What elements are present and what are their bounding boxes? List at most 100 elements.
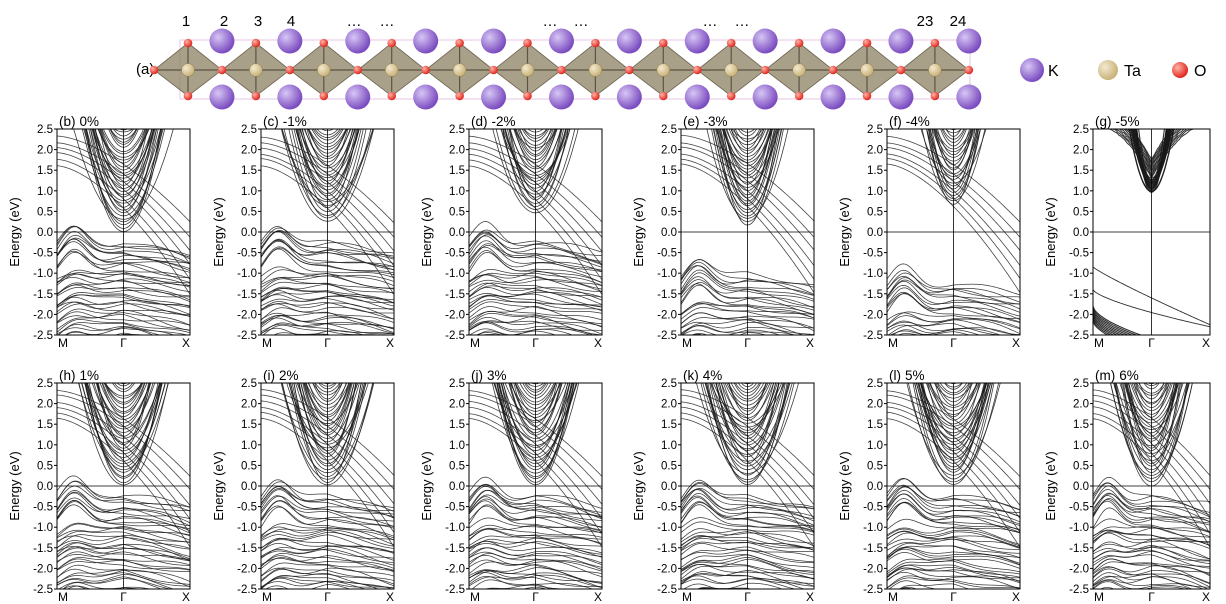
y-tick-label: -2.0	[863, 563, 883, 575]
panel-letter: (l)	[889, 368, 901, 383]
x-tick-label: M	[682, 336, 692, 350]
oxygen-atom	[930, 91, 940, 101]
y-tick-label: 0.0	[867, 227, 883, 239]
y-tick-label: 0.5	[1073, 206, 1089, 218]
y-axis-label: Energy (eV)	[419, 451, 434, 520]
potassium-atom	[277, 28, 303, 54]
y-tick-label: 1.0	[37, 186, 53, 198]
band-panel-m: -2.5 -2.0 -1.5 -1.0 -0.5 0.0 0.5 1.0 1.5 2.0 2.5 M Γ…	[1043, 368, 1211, 604]
site-label: 4	[287, 13, 295, 30]
y-tick-label: 0.5	[241, 460, 257, 472]
y-tick-label: -1.5	[863, 543, 883, 555]
strain-value: -5%	[1116, 114, 1140, 129]
oxygen-atom	[421, 65, 430, 75]
panel-letter: (e)	[683, 114, 700, 129]
band-line	[265, 585, 290, 589]
potassium-atom	[684, 84, 710, 110]
x-tick-label: M	[888, 336, 898, 350]
panel-label: (g) -5%	[1095, 114, 1140, 129]
y-tick-label: -0.5	[863, 502, 883, 514]
x-tick-label: M	[470, 590, 480, 604]
panel-label: (d) -2%	[471, 114, 516, 129]
y-tick-label: -1.0	[237, 522, 257, 534]
y-tick-label: -0.5	[657, 502, 677, 514]
y-tick-label: 1.5	[867, 419, 883, 431]
x-tick-label: Γ	[532, 590, 539, 604]
x-tick-label: M	[1094, 590, 1104, 604]
band-line	[1093, 310, 1130, 335]
oxygen-atom	[183, 38, 193, 48]
band-line	[1093, 305, 1143, 335]
x-tick-label: X	[182, 336, 190, 350]
band-panel-h: -2.5 -2.0 -1.5 -1.0 -0.5 0.0 0.5 1.0 1.5 2.0 2.5 M Γ…	[7, 368, 191, 604]
x-tick-label: X	[386, 336, 394, 350]
y-tick-label: -2.0	[237, 563, 257, 575]
y-tick-label: 0.0	[37, 481, 53, 493]
y-tick-label: -2.5	[445, 584, 465, 596]
panel-label: (f) -4%	[889, 114, 930, 129]
y-tick-label: -2.0	[445, 309, 465, 321]
x-tick-label: X	[806, 590, 814, 604]
y-tick-label: 0.0	[661, 227, 677, 239]
y-tick-label: -1.0	[445, 268, 465, 280]
y-tick-label: 1.5	[449, 165, 465, 177]
y-tick-label: -2.0	[657, 563, 677, 575]
potassium-atom	[888, 84, 914, 110]
y-tick-label: 1.0	[661, 440, 677, 452]
y-tick-label: 0.5	[449, 206, 465, 218]
panel-letter: (h)	[59, 368, 76, 383]
y-tick-label: 2.0	[449, 399, 465, 411]
x-tick-label: X	[386, 590, 394, 604]
site-label: …	[347, 13, 362, 30]
band-panel-j: -2.5 -2.0 -1.5 -1.0 -0.5 0.0 0.5 1.0 1.5 2.0 2.5 M Γ…	[419, 368, 603, 604]
potassium-atom	[345, 28, 371, 54]
y-tick-label: 1.5	[1073, 419, 1089, 431]
strain-value: 6%	[1119, 368, 1139, 383]
y-tick-label: 1.0	[241, 440, 257, 452]
band-line	[681, 351, 814, 367]
y-tick-label: 2.0	[37, 399, 53, 411]
tantalum-atom	[452, 63, 467, 77]
panel-label: (k) 4%	[683, 368, 722, 383]
band-panel-b: -2.5 -2.0 -1.5 -1.0 -0.5 0.0 0.5 1.0 1.5 2.0 2.5 M Γ…	[7, 114, 191, 350]
y-tick-label: -1.5	[237, 543, 257, 555]
oxygen-atom	[319, 38, 329, 48]
y-tick-label: 2.0	[449, 145, 465, 157]
panel-label: (h) 1%	[59, 368, 99, 383]
y-tick-label: -0.5	[445, 502, 465, 514]
x-tick-label: M	[470, 336, 480, 350]
tantalum-atom	[181, 63, 195, 77]
y-tick-label: -0.5	[1069, 248, 1089, 260]
y-tick-label: 1.5	[1073, 165, 1089, 177]
panel-letter: (d)	[471, 114, 488, 129]
y-axis-label: Energy (eV)	[211, 451, 226, 520]
y-tick-label: -0.5	[237, 502, 257, 514]
x-tick-label: Γ	[1148, 336, 1155, 350]
y-tick-label: 0.5	[241, 206, 257, 218]
y-tick-label: 1.5	[661, 165, 677, 177]
y-tick-label: 1.5	[449, 419, 465, 431]
y-tick-label: 0.0	[449, 227, 465, 239]
y-tick-label: -1.5	[1069, 543, 1089, 555]
x-tick-label: Γ	[324, 590, 331, 604]
potassium-atom	[209, 84, 235, 110]
strain-value: 5%	[905, 368, 925, 383]
y-tick-label: -1.5	[1069, 289, 1089, 301]
x-tick-label: X	[1012, 336, 1020, 350]
y-axis-label: Energy (eV)	[7, 451, 22, 520]
oxygen-atom	[794, 91, 804, 101]
y-tick-label: 1.5	[37, 165, 53, 177]
y-tick-label: 1.0	[37, 440, 53, 452]
y-tick-label: -1.0	[33, 522, 53, 534]
band-line	[485, 334, 500, 335]
y-tick-label: 0.0	[241, 481, 257, 493]
y-tick-label: -2.0	[445, 563, 465, 575]
x-tick-label: M	[58, 336, 68, 350]
y-tick-label: 1.0	[867, 440, 883, 452]
panel-label: (m) 6%	[1095, 368, 1139, 383]
x-tick-label: X	[594, 590, 602, 604]
y-tick-label: 2.5	[661, 124, 677, 136]
oxygen-atom	[659, 38, 668, 48]
oxygen-atom	[930, 38, 940, 48]
y-tick-label: 1.5	[661, 419, 677, 431]
